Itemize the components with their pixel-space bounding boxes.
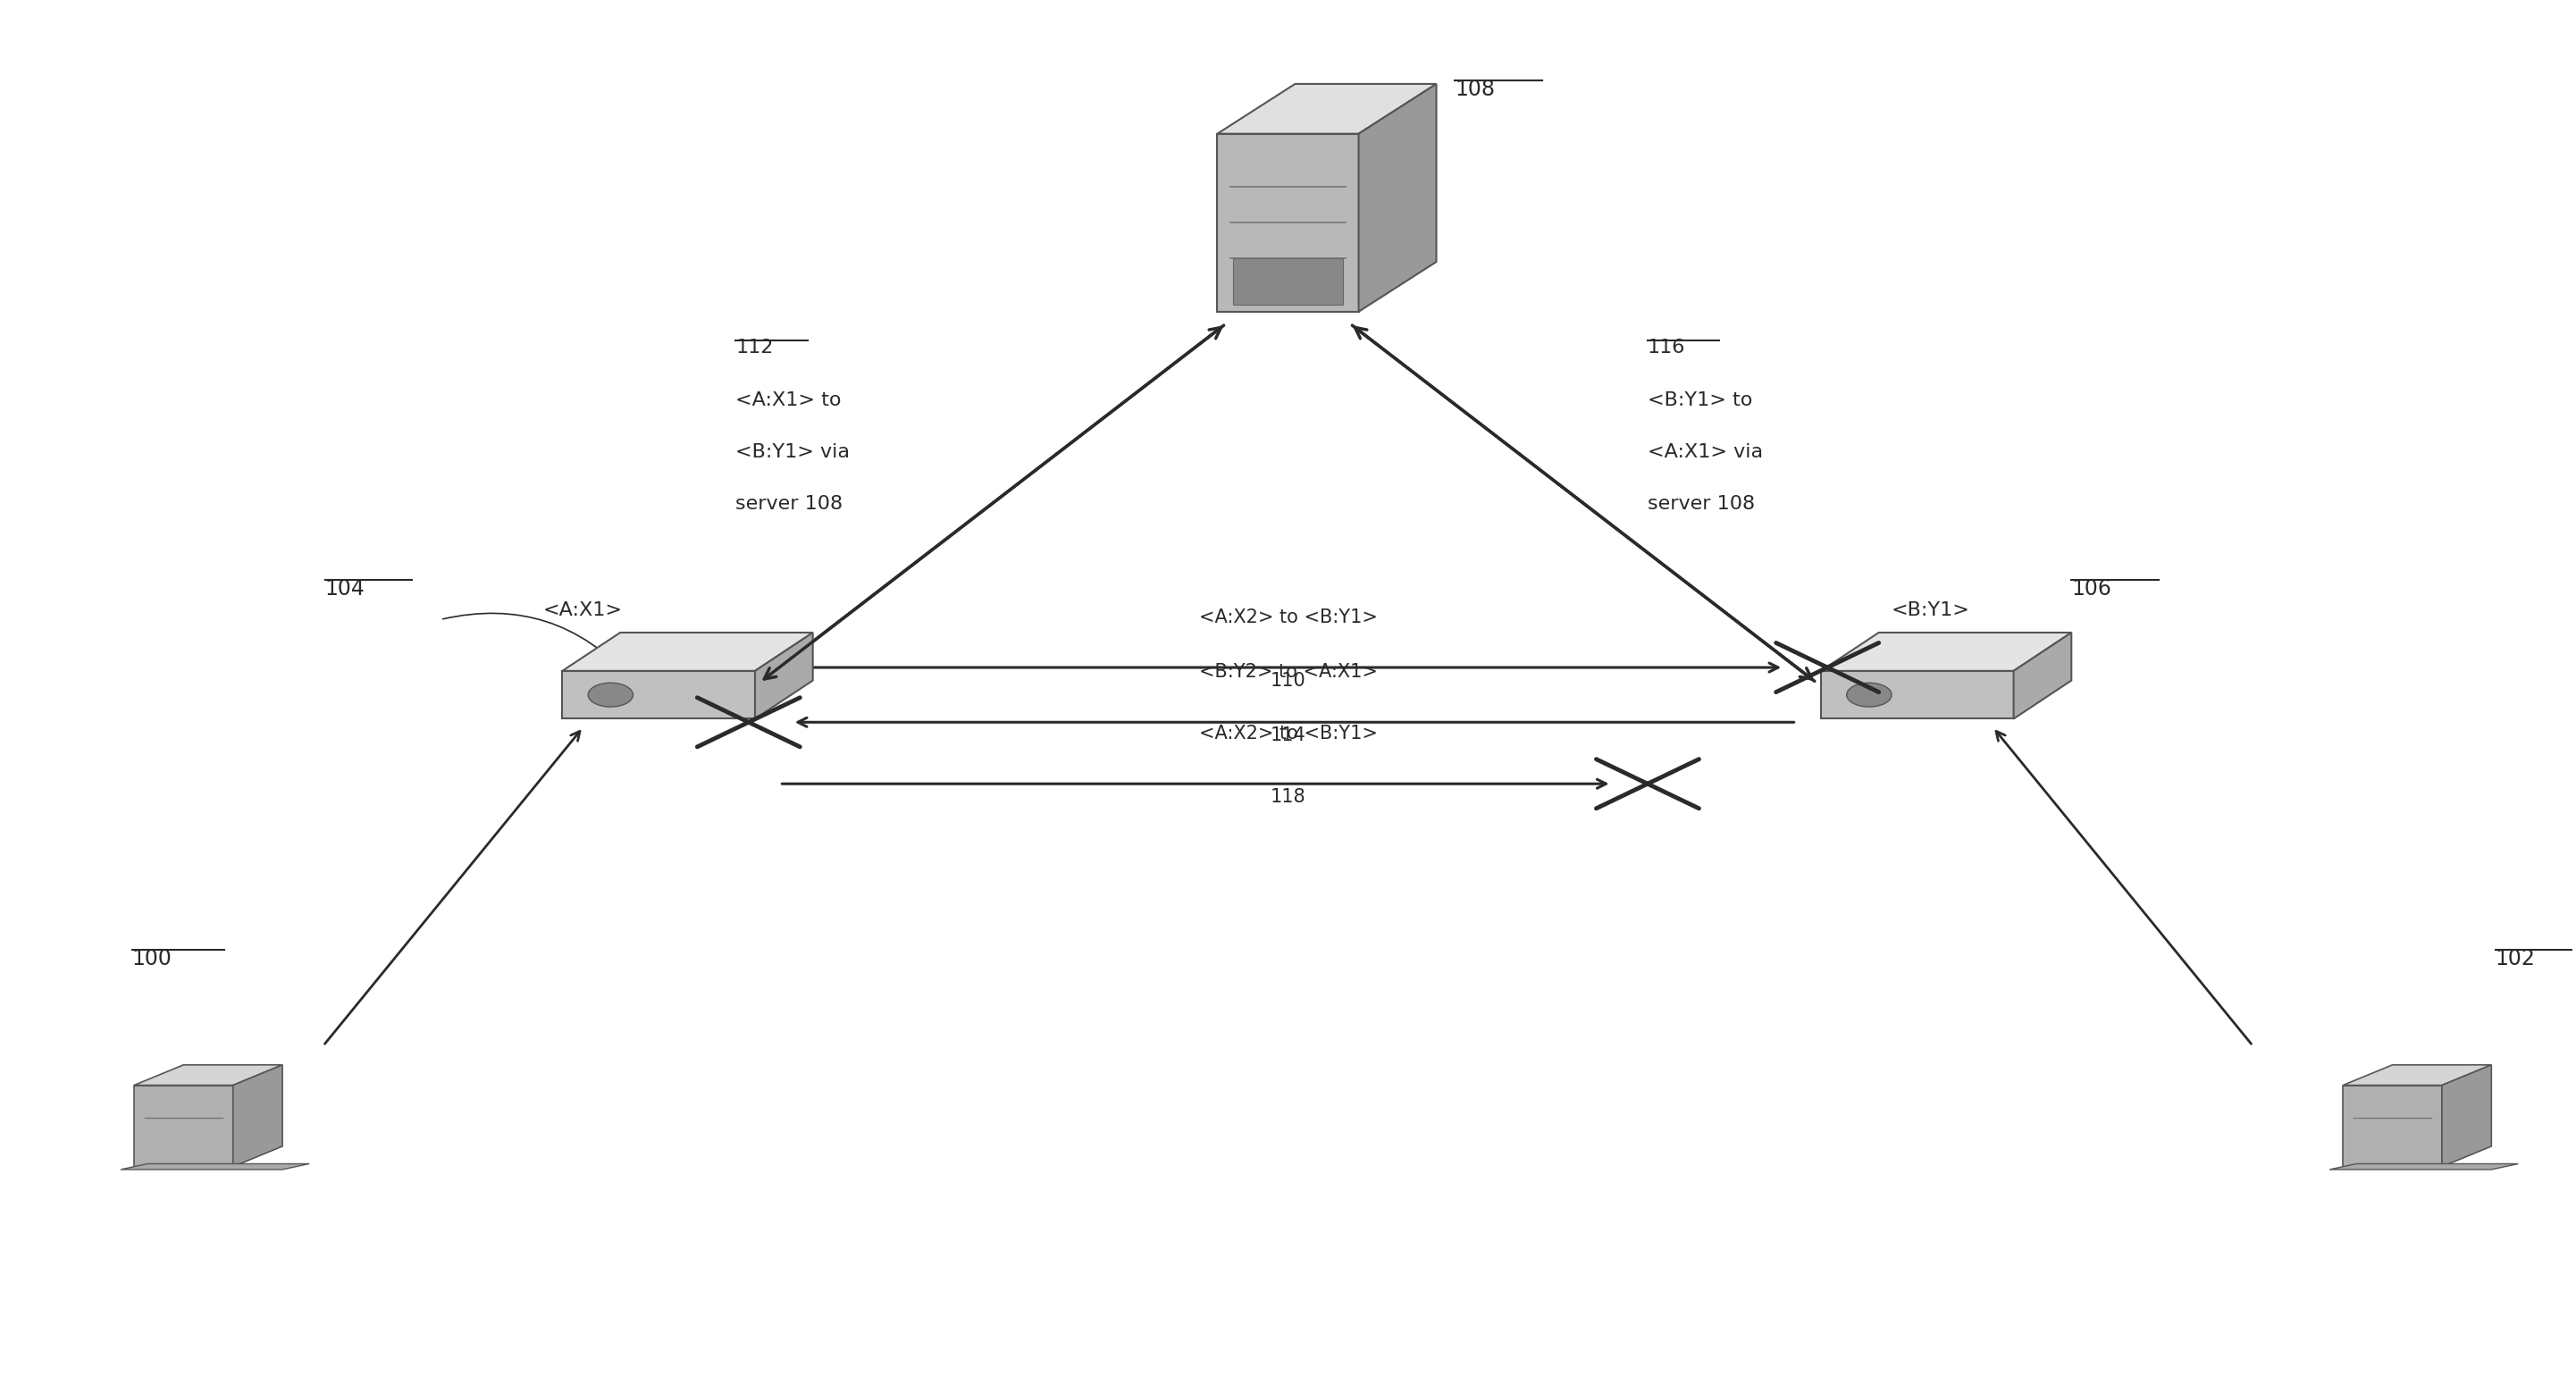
Text: <A:X1>: <A:X1> xyxy=(544,601,623,619)
Circle shape xyxy=(587,682,634,707)
Text: <B:Y2> to <A:X1>: <B:Y2> to <A:X1> xyxy=(1198,663,1378,681)
Text: 108: 108 xyxy=(1455,78,1494,100)
Polygon shape xyxy=(2329,1164,2519,1170)
Text: <B:Y1> to: <B:Y1> to xyxy=(1649,391,1752,409)
Polygon shape xyxy=(562,633,814,671)
Polygon shape xyxy=(1358,84,1437,311)
Text: server 108: server 108 xyxy=(737,495,842,513)
Text: 114: 114 xyxy=(1270,727,1306,744)
Text: <A:X2> to <B:Y1>: <A:X2> to <B:Y1> xyxy=(1198,725,1378,743)
Polygon shape xyxy=(2344,1065,2491,1086)
Polygon shape xyxy=(1218,133,1358,311)
Polygon shape xyxy=(2344,1086,2442,1167)
Text: <B:Y1> via: <B:Y1> via xyxy=(737,443,850,461)
Text: 118: 118 xyxy=(1270,788,1306,806)
Polygon shape xyxy=(2442,1065,2491,1167)
Text: 110: 110 xyxy=(1270,671,1306,689)
Polygon shape xyxy=(232,1065,283,1167)
Polygon shape xyxy=(1218,84,1437,133)
Polygon shape xyxy=(134,1086,232,1167)
Text: <A:X1> to: <A:X1> to xyxy=(737,391,842,409)
Polygon shape xyxy=(2014,633,2071,718)
Text: 100: 100 xyxy=(131,948,173,970)
Text: 106: 106 xyxy=(2071,578,2112,600)
Text: 116: 116 xyxy=(1649,338,1685,356)
Text: 104: 104 xyxy=(325,578,366,600)
Polygon shape xyxy=(562,671,755,718)
Polygon shape xyxy=(121,1164,309,1170)
Polygon shape xyxy=(134,1065,283,1086)
Text: 112: 112 xyxy=(737,338,773,356)
Text: <B:Y1>: <B:Y1> xyxy=(1891,601,1971,619)
Circle shape xyxy=(1847,682,1891,707)
Polygon shape xyxy=(755,633,814,718)
Polygon shape xyxy=(1821,671,2014,718)
Polygon shape xyxy=(1234,259,1342,305)
Polygon shape xyxy=(1821,633,2071,671)
Text: <A:X1> via: <A:X1> via xyxy=(1649,443,1762,461)
Text: server 108: server 108 xyxy=(1649,495,1754,513)
Text: <A:X2> to <B:Y1>: <A:X2> to <B:Y1> xyxy=(1198,608,1378,626)
Text: 102: 102 xyxy=(2496,948,2535,970)
